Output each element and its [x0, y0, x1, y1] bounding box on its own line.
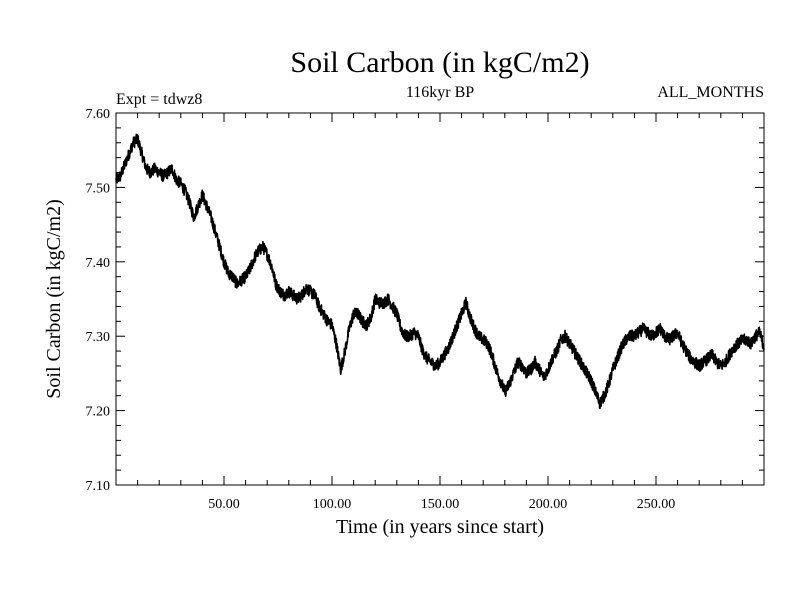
series-layer [115, 133, 765, 409]
y-tick-label: 7.60 [86, 107, 111, 122]
y-tick-label: 7.40 [86, 256, 111, 271]
x-tick-label: 100.00 [313, 497, 352, 512]
y-tick-label: 7.50 [86, 181, 111, 196]
x-tick-label: 50.00 [208, 497, 240, 512]
chart-subtitle: 116kyr BP [406, 84, 474, 101]
y-tick-label: 7.30 [86, 330, 111, 345]
chart-title: Soil Carbon (in kgC/m2) [290, 46, 589, 79]
months-label: ALL_MONTHS [657, 84, 764, 101]
experiment-label: Expt = tdwz8 [116, 91, 202, 108]
y-tick-label: 7.20 [86, 405, 111, 420]
y-axis-label: Soil Carbon (in kgC/m2) [43, 199, 65, 398]
series-line-soil-carbon [115, 133, 765, 409]
plot-frame [115, 112, 765, 486]
x-tick-label: 250.00 [637, 497, 676, 512]
y-tick-label: 7.10 [86, 479, 111, 494]
x-axis-label: Time (in years since start) [336, 516, 544, 538]
axes: 7.10 7.20 7.30 7.40 7.50 7.60 50.00 100.00 150.0… [86, 107, 764, 512]
x-tick-label: 200.00 [529, 497, 568, 512]
x-tick-label: 150.00 [421, 497, 460, 512]
